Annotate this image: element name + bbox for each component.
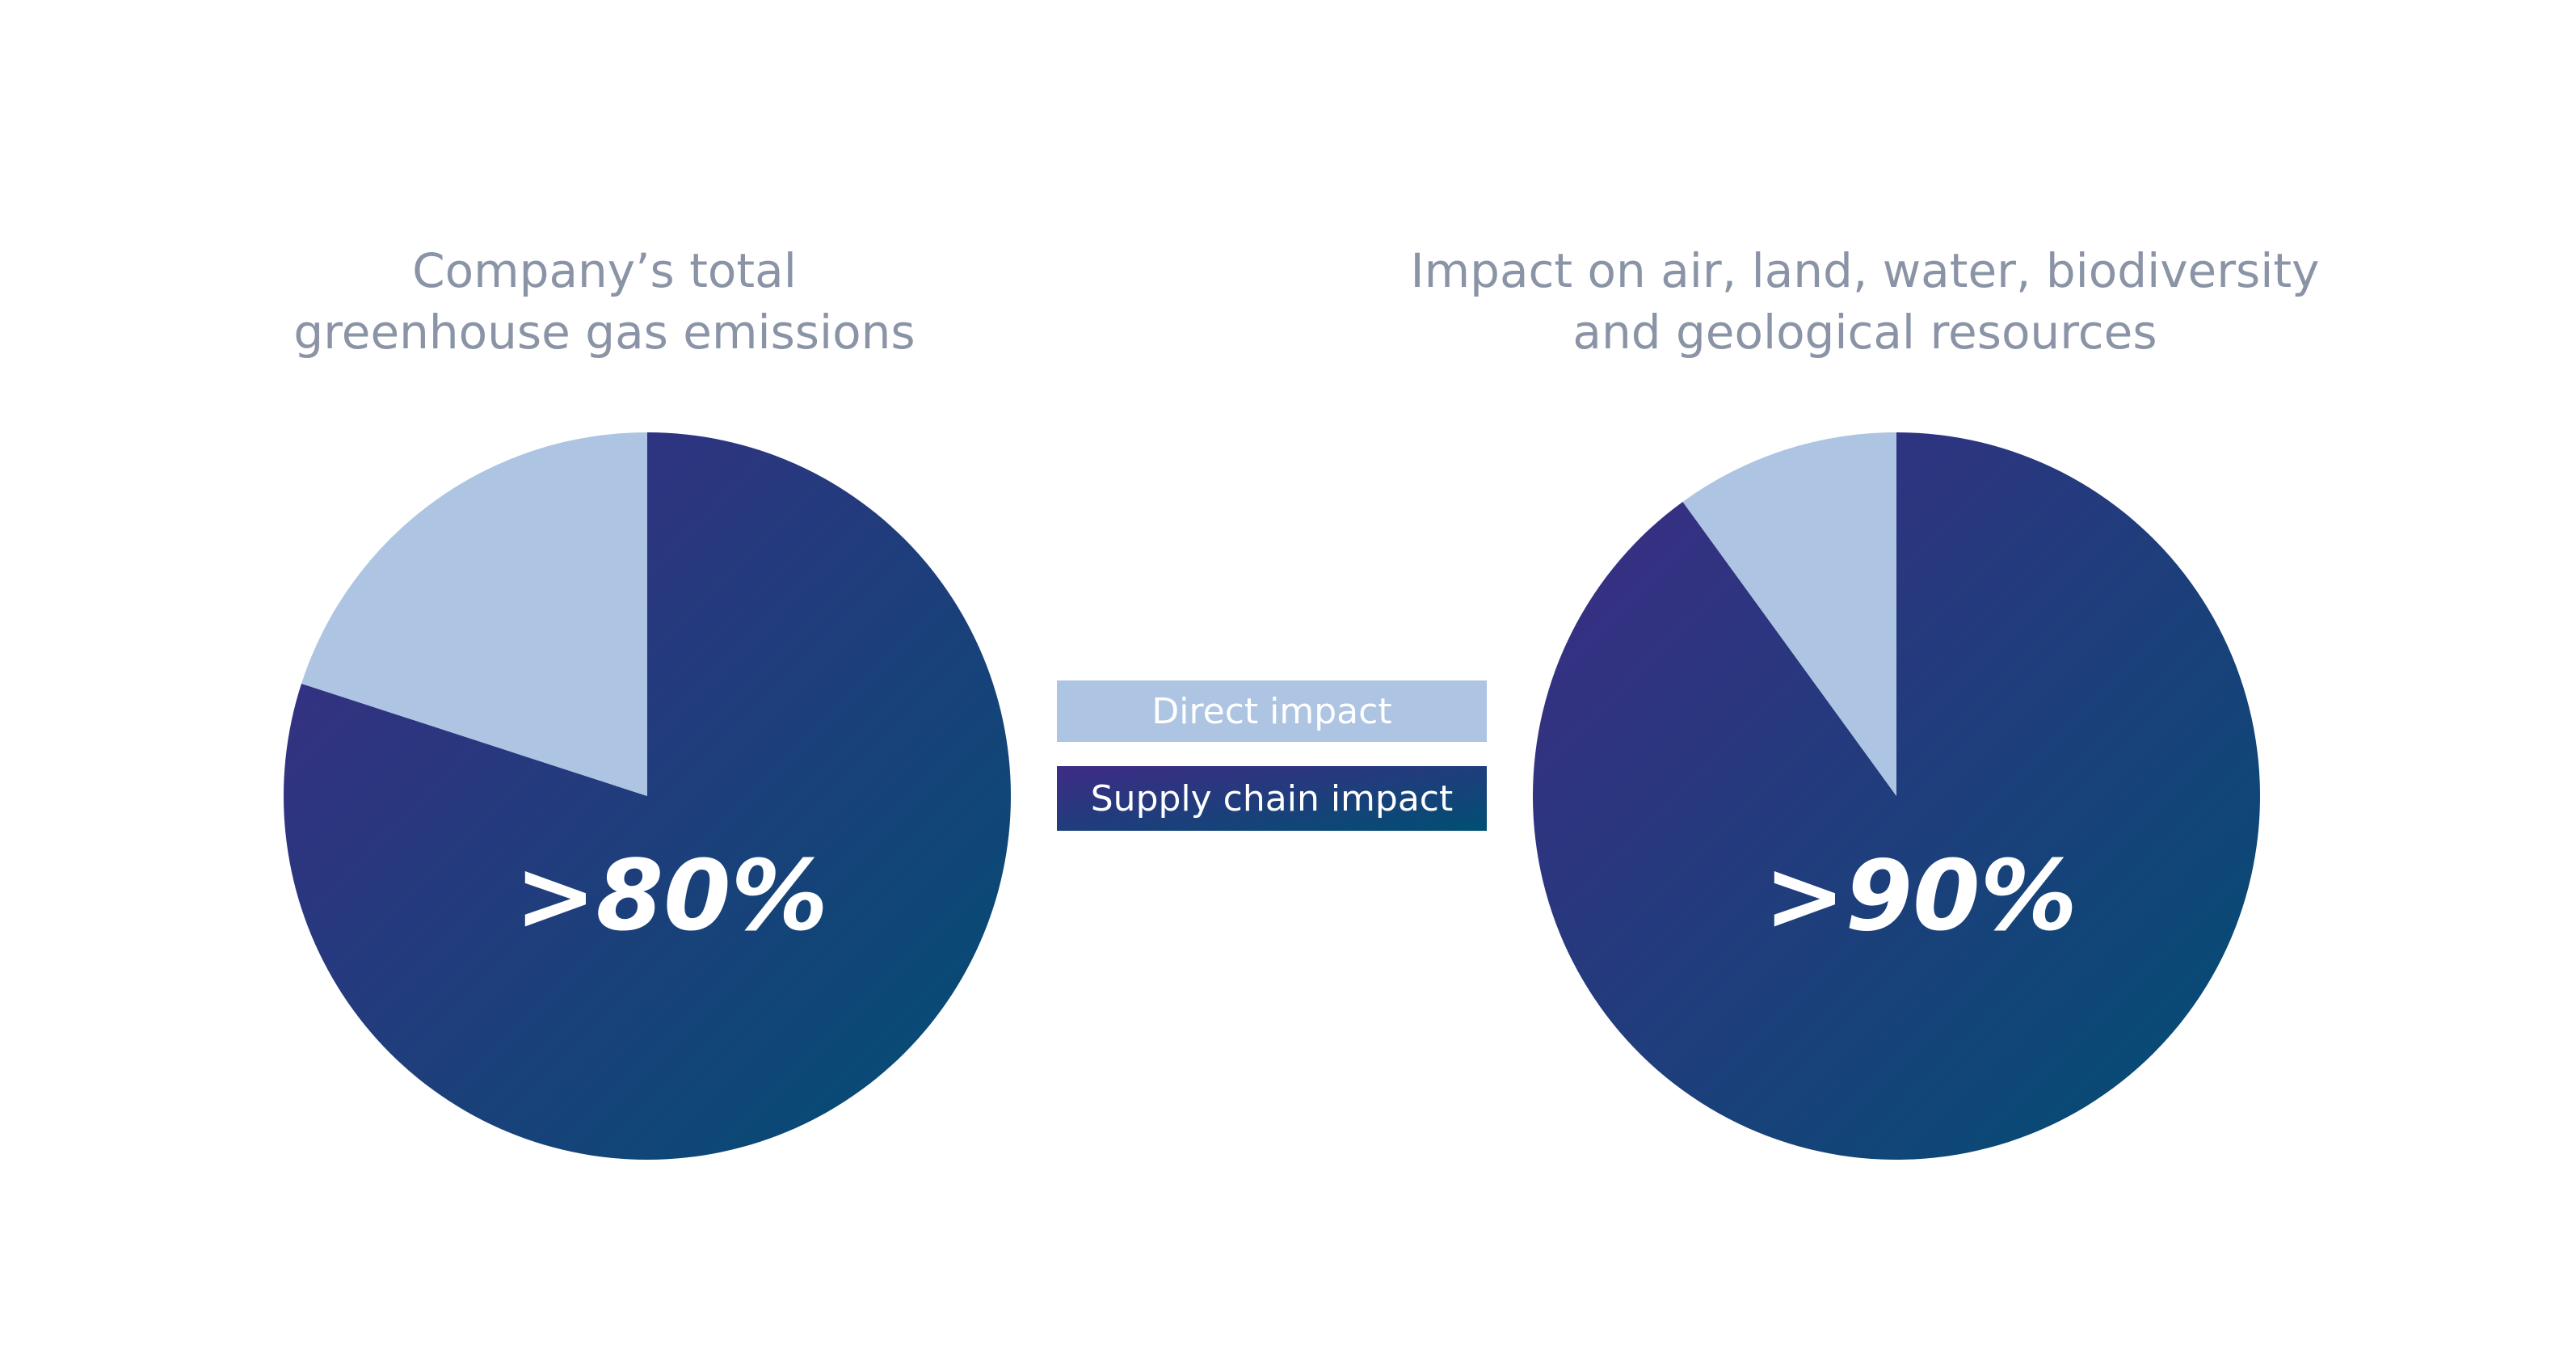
pie-slice	[1533, 432, 2260, 1161]
chart-title: greenhouse gas emissions	[293, 305, 915, 360]
legend-label: Supply chain impact	[1091, 778, 1454, 819]
value-label: >80%	[515, 840, 828, 953]
pie-slice	[1682, 432, 1896, 796]
pie-slice	[301, 432, 647, 796]
value-label: >90%	[1764, 840, 2077, 953]
legend-label: Direct impact	[1151, 691, 1391, 732]
chart-title: Impact on air, land, water, biodiversity	[1411, 243, 2320, 298]
legend-swatch	[1057, 680, 1487, 742]
legend-swatch	[1057, 766, 1487, 831]
chart-title: Company’s total	[412, 243, 797, 298]
chart-title: and geological resources	[1572, 305, 2157, 360]
